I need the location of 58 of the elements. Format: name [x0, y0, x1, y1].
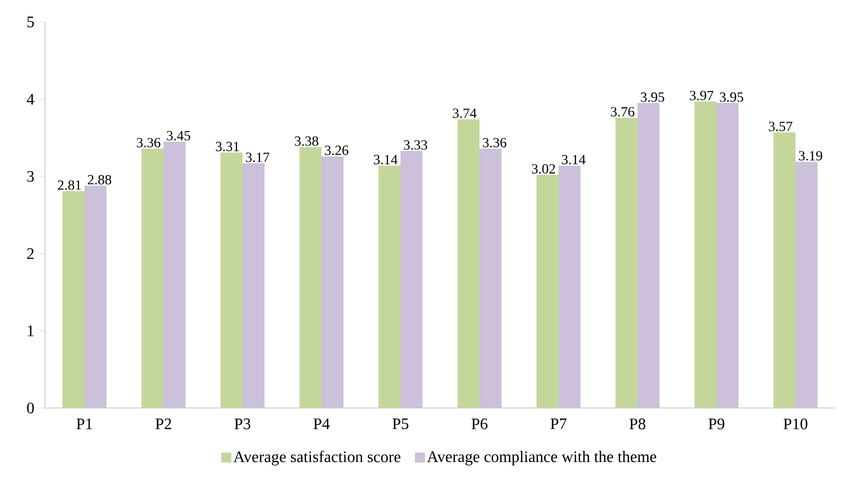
bar [796, 162, 818, 408]
bar [536, 174, 558, 408]
x-tick-label: P3 [234, 418, 250, 430]
data-label: 3.31 [216, 142, 239, 152]
data-label: 3.38 [294, 136, 318, 146]
legend-label: Average satisfaction score [233, 450, 400, 466]
bar [458, 119, 480, 408]
y-tick-label: 0 [27, 402, 34, 414]
y-tick-label: 3 [27, 171, 34, 182]
bar [774, 132, 796, 408]
data-label: 3.36 [482, 138, 506, 148]
bar [694, 102, 716, 408]
y-tick-label: 2 [27, 248, 34, 259]
data-label: 3.95 [720, 92, 744, 102]
bar [164, 142, 186, 408]
bar [716, 103, 738, 408]
data-label: 3.45 [166, 130, 190, 140]
data-label: 3.97 [690, 90, 714, 100]
data-label: 2.88 [88, 174, 112, 184]
data-label: 3.14 [562, 154, 586, 164]
bar [300, 147, 322, 408]
bar [242, 163, 264, 408]
bar [142, 148, 164, 408]
data-label: 3.95 [640, 92, 664, 102]
bar [220, 152, 242, 408]
x-tick-label: P7 [550, 418, 566, 430]
bar [558, 166, 580, 408]
data-label: 3.17 [246, 152, 270, 162]
data-label: 3.36 [136, 138, 160, 148]
x-tick-label: P2 [156, 418, 172, 430]
x-tick-label: P4 [314, 418, 330, 430]
bar [378, 166, 400, 408]
x-tick-label: P9 [708, 418, 724, 430]
data-label: 2.81 [58, 180, 81, 190]
x-tick-label: P5 [392, 418, 408, 430]
legend-label: Average compliance with the theme [427, 450, 656, 466]
data-label: 3.02 [532, 164, 555, 174]
x-tick-label: P10 [784, 418, 808, 430]
data-label: 3.19 [798, 151, 822, 161]
bar [400, 150, 422, 408]
y-tick-label: 4 [26, 94, 34, 104]
data-label: 3.14 [374, 154, 398, 164]
bar [84, 186, 106, 408]
bar [616, 118, 638, 408]
y-tick-label: 5 [27, 16, 34, 28]
y-tick-label: 1 [28, 326, 34, 336]
bar [62, 191, 84, 408]
x-tick-label: P6 [472, 418, 488, 430]
bar [638, 103, 660, 408]
data-label: 3.74 [452, 108, 477, 118]
x-tick-label: P1 [76, 418, 92, 430]
data-label: 3.76 [610, 107, 634, 117]
data-label: 3.26 [324, 146, 348, 156]
bar [480, 148, 502, 408]
bar [322, 156, 344, 408]
data-label: 3.57 [768, 122, 792, 132]
x-tick-label: P8 [630, 418, 646, 430]
data-label: 3.33 [404, 140, 428, 150]
